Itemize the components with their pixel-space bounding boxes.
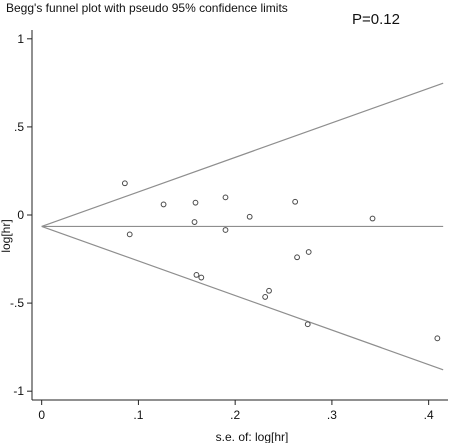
study-point	[160, 201, 167, 208]
y-axis-title: log[hr]	[0, 219, 13, 252]
study-point	[222, 194, 229, 201]
study-point	[222, 227, 229, 233]
y-tick-label: 1	[17, 32, 24, 46]
data-points	[121, 180, 441, 342]
study-point	[304, 321, 311, 328]
study-point	[434, 335, 441, 342]
lower-confidence-limit	[41, 225, 444, 371]
x-tick-label: .2	[230, 408, 240, 422]
p-value-annotation: P=0.12	[352, 11, 400, 28]
study-point	[246, 213, 253, 220]
x-tick-label: .1	[133, 408, 143, 422]
study-point	[294, 254, 300, 261]
x-axis-title: s.e. of: log[hr]	[216, 430, 289, 443]
study-point	[198, 274, 205, 281]
x-tick-label: .4	[424, 408, 434, 422]
study-point	[126, 231, 133, 238]
axes: 1 .5 0 -.5 -1 0 .1 .2 .3 .4	[10, 30, 448, 422]
study-point	[193, 272, 200, 278]
study-point	[192, 199, 199, 206]
reference-lines	[41, 82, 444, 371]
y-tick-label: -.5	[10, 296, 24, 310]
study-point	[262, 294, 269, 300]
study-point	[305, 249, 312, 255]
chart-title: Begg's funnel plot with pseudo 95% confi…	[6, 1, 288, 15]
study-point	[369, 215, 376, 222]
y-tick-label: .5	[14, 120, 24, 134]
upper-confidence-limit	[41, 82, 444, 228]
y-tick-label: 0	[17, 208, 24, 222]
study-point	[266, 287, 272, 294]
study-point	[121, 180, 128, 187]
x-tick-label: .3	[327, 408, 337, 422]
y-tick-label: -1	[13, 384, 24, 398]
x-tick-label: 0	[38, 408, 45, 422]
study-point	[191, 219, 198, 225]
study-point	[292, 198, 299, 205]
